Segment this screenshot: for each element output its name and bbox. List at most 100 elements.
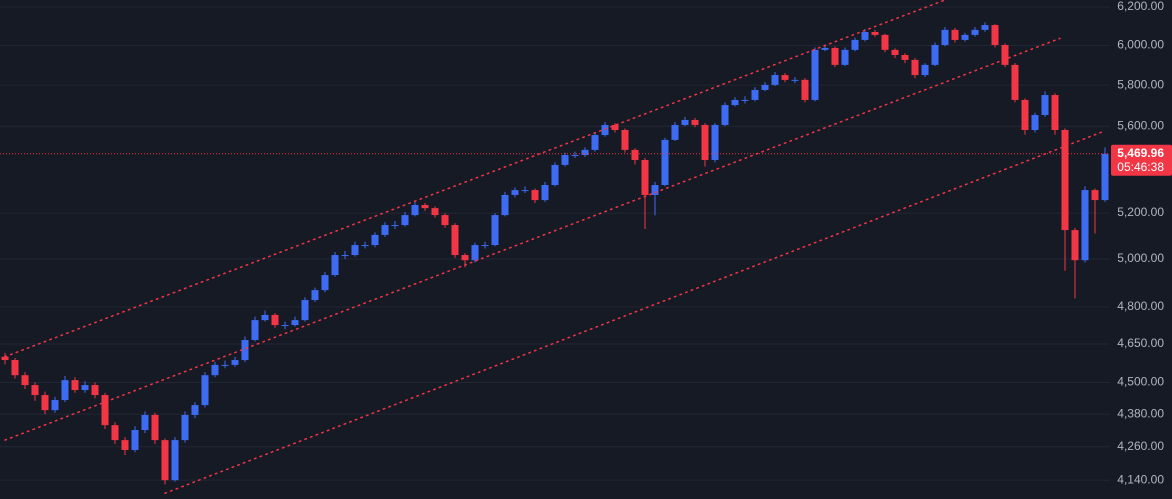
candle-body bbox=[151, 414, 159, 441]
candle-body bbox=[401, 215, 409, 226]
candle-body bbox=[1031, 114, 1039, 131]
candle-body bbox=[931, 45, 939, 65]
candle-body bbox=[861, 31, 869, 40]
candle-body bbox=[411, 204, 419, 216]
candle-body bbox=[701, 124, 709, 160]
candle-body bbox=[741, 99, 749, 101]
candle-body bbox=[821, 47, 829, 50]
candle-body bbox=[191, 405, 199, 415]
candle-body bbox=[1, 356, 9, 361]
candle-body bbox=[871, 31, 879, 35]
candle-body bbox=[721, 105, 729, 125]
candle-body bbox=[731, 99, 739, 106]
y-tick-label: 5,200.00 bbox=[1117, 205, 1164, 219]
candle-body bbox=[1021, 99, 1029, 131]
candle-body bbox=[941, 29, 949, 46]
candle-body bbox=[881, 34, 889, 50]
candle-body bbox=[631, 149, 639, 160]
candle-body bbox=[101, 395, 109, 426]
candle-body bbox=[31, 385, 39, 396]
y-tick-label: 6,000.00 bbox=[1117, 38, 1164, 52]
candle-body bbox=[291, 320, 299, 326]
y-tick-label: 4,650.00 bbox=[1117, 336, 1164, 350]
price-axis: 4,140.00 4,260.00 4,380.00 4,500.00 4,650.00… bbox=[1111, 0, 1172, 486]
candle-body bbox=[21, 375, 29, 386]
trendline bbox=[4, 37, 1061, 441]
last-price-label: 5,469.96 bbox=[1117, 146, 1164, 160]
last-price-box bbox=[1111, 144, 1172, 176]
y-tick-label: 5,000.00 bbox=[1117, 251, 1164, 265]
candle-body bbox=[591, 135, 599, 150]
candle-body bbox=[501, 194, 509, 216]
candle-body bbox=[521, 190, 529, 192]
candle-body bbox=[891, 49, 899, 56]
candle-body bbox=[681, 119, 689, 125]
candle-body bbox=[231, 360, 239, 365]
candle-body bbox=[371, 234, 379, 246]
candle-body bbox=[831, 47, 839, 65]
candle-body bbox=[241, 340, 249, 361]
candle-body bbox=[751, 89, 759, 100]
candle-body bbox=[951, 29, 959, 40]
candle-body bbox=[961, 34, 969, 40]
candle-body bbox=[211, 364, 219, 376]
candle-body bbox=[671, 124, 679, 140]
y-tick-label: 4,260.00 bbox=[1117, 439, 1164, 453]
candle-body bbox=[511, 190, 519, 195]
plot-area bbox=[0, 0, 1110, 495]
candle-body bbox=[791, 79, 799, 81]
candle-body bbox=[811, 49, 819, 100]
candle-body bbox=[471, 245, 479, 261]
candle-body bbox=[1041, 95, 1049, 115]
candle-body bbox=[251, 320, 259, 341]
y-tick-label: 4,140.00 bbox=[1117, 472, 1164, 486]
candle-body bbox=[851, 39, 859, 50]
candle-body bbox=[651, 185, 659, 195]
candle-body bbox=[381, 225, 389, 235]
y-tick-label: 4,800.00 bbox=[1117, 299, 1164, 313]
candle-body bbox=[921, 64, 929, 76]
candle-body bbox=[1011, 64, 1019, 100]
y-tick-label: 4,380.00 bbox=[1117, 406, 1164, 420]
candle-body bbox=[561, 155, 569, 165]
candle-body bbox=[1051, 95, 1059, 131]
candle-body bbox=[531, 190, 539, 201]
candle-body bbox=[1081, 190, 1089, 261]
candle-body bbox=[341, 255, 349, 257]
candle-body bbox=[91, 385, 99, 396]
candle-body bbox=[641, 159, 649, 195]
candle-body bbox=[981, 25, 989, 30]
candle-body bbox=[121, 440, 129, 450]
candle-body bbox=[971, 29, 979, 35]
candle-body bbox=[271, 314, 279, 326]
candle-body bbox=[551, 164, 559, 186]
candle-body bbox=[181, 414, 189, 441]
candle-body bbox=[41, 395, 49, 411]
candle-body bbox=[71, 380, 79, 391]
candle-body bbox=[51, 400, 59, 411]
candle-body bbox=[441, 215, 449, 226]
candle-body bbox=[171, 440, 179, 481]
candle-body bbox=[491, 215, 499, 246]
candle-body bbox=[991, 25, 999, 46]
trendline bbox=[4, 0, 946, 358]
candle-body bbox=[771, 75, 779, 85]
candle-body bbox=[351, 245, 359, 256]
candle-body bbox=[331, 255, 339, 276]
candle-body bbox=[801, 79, 809, 100]
candle-body bbox=[141, 414, 149, 431]
candle-body bbox=[601, 124, 609, 136]
candle-body bbox=[761, 84, 769, 90]
trendline bbox=[164, 130, 1106, 495]
candle-body bbox=[161, 440, 169, 481]
candle-body bbox=[1101, 153, 1109, 201]
candle-body bbox=[1091, 190, 1099, 201]
candle-body bbox=[1071, 230, 1079, 261]
candle-body bbox=[711, 124, 719, 160]
candle-body bbox=[131, 430, 139, 450]
candle-body bbox=[421, 204, 429, 209]
candle-body bbox=[111, 425, 119, 441]
y-tick-label: 4,500.00 bbox=[1117, 375, 1164, 389]
